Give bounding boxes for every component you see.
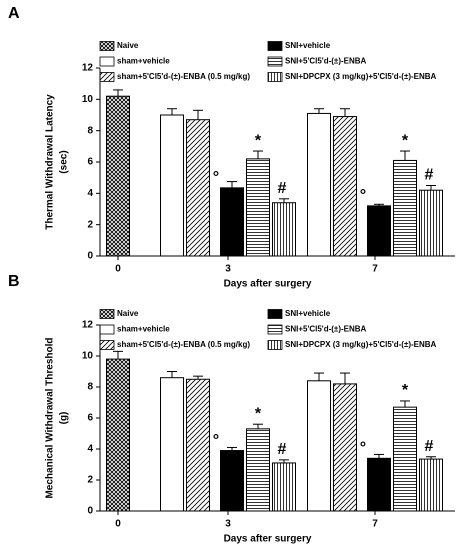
y-tick-label: 2 [87,475,93,486]
significance-marker: # [425,438,434,455]
bar [272,202,296,257]
bar [419,189,443,257]
legend-label: SNI+DPCPX (3 mg/kg)+5'Cl5'd-(±)-ENBA [285,340,437,349]
y-tick-label: 8 [87,125,93,136]
legend-swatch [267,324,283,335]
bar [419,458,443,512]
legend-swatch [99,56,115,67]
bar [186,119,210,257]
panel-label: B [8,273,20,290]
bar [246,158,270,257]
bar [367,205,391,257]
legend-swatch [99,340,115,350]
legend-label: sham+5'Cl5'd-(±)-ENBA (0.5 mg/kg) [117,72,250,81]
legend-label: sham+5'Cl5'd-(±)-ENBA (0.5 mg/kg) [117,340,250,349]
significance-marker: ° [360,187,366,204]
y-tick-label: 2 [87,219,93,230]
y-tick-label: 8 [87,382,93,393]
bar [186,378,210,512]
legend-label: SNI+DPCPX (3 mg/kg)+5'Cl5'd-(±)-ENBA [285,72,437,81]
x-tick-label: 3 [225,264,231,275]
legend-label: SNI+5'Cl5'd-(±)-ENBA [285,57,367,66]
legend-label: SNI+vehicle [285,309,331,318]
legend-label: sham+vehicle [117,57,170,66]
x-tick-label: 7 [372,264,378,275]
legend-swatch [99,324,115,335]
legend-swatch [99,72,115,82]
panel-label: A [8,5,20,22]
bar [106,358,130,512]
y-axis-label: Thermal Withdrawal Latency [45,94,56,230]
bar [272,462,296,512]
bar [393,406,417,512]
bar [367,457,391,512]
x-tick-label: 0 [115,264,121,275]
legend-swatch [267,56,283,67]
significance-marker: # [278,441,287,458]
bar [307,112,331,257]
legend-swatch [99,41,115,51]
y-tick-label: 4 [87,188,93,199]
bar [307,380,331,512]
x-axis-label: Days after surgery [224,279,312,290]
y-tick-label: 6 [87,157,93,168]
legend-label: sham+vehicle [117,325,170,334]
bar [160,114,184,257]
legend-swatch [267,340,283,350]
legend-label: Naive [117,41,139,50]
y-tick-label: 10 [82,94,94,105]
significance-marker: # [425,167,434,184]
y-tick-label: 6 [87,413,93,424]
significance-marker: ° [213,169,219,186]
bar [393,159,417,257]
y-tick-label: 12 [82,320,94,331]
y-tick-label: 12 [82,63,94,74]
significance-marker: * [255,132,262,149]
x-tick-label: 3 [225,519,231,530]
legend-label: SNI+5'Cl5'd-(±)-ENBA [285,325,367,334]
legend-swatch [267,72,283,82]
significance-marker: * [402,132,409,149]
significance-marker: ° [213,432,219,449]
bar [246,428,270,512]
legend-label: SNI+vehicle [285,41,331,50]
x-tick-label: 0 [115,519,121,530]
significance-marker: ° [360,440,366,457]
y-axis-label: (sec) [59,150,70,173]
bar [106,95,130,257]
legend-swatch [267,41,283,51]
bar [220,187,244,257]
x-tick-label: 7 [372,519,378,530]
significance-marker: # [278,180,287,197]
y-axis-label: Mechanical Withdrawal Threshold [45,337,56,498]
y-tick-label: 0 [87,506,93,517]
significance-marker: * [255,405,262,422]
legend-swatch [99,309,115,319]
bar [333,116,357,257]
y-tick-label: 10 [82,351,94,362]
y-axis-label: (g) [59,412,70,425]
y-tick-label: 0 [87,251,93,262]
bar [333,383,357,512]
bar [220,450,244,512]
significance-marker: * [402,382,409,399]
bar [160,377,184,512]
legend-swatch [267,309,283,319]
legend-label: Naive [117,309,139,318]
y-tick-label: 4 [87,444,93,455]
x-axis-label: Days after surgery [224,534,312,545]
